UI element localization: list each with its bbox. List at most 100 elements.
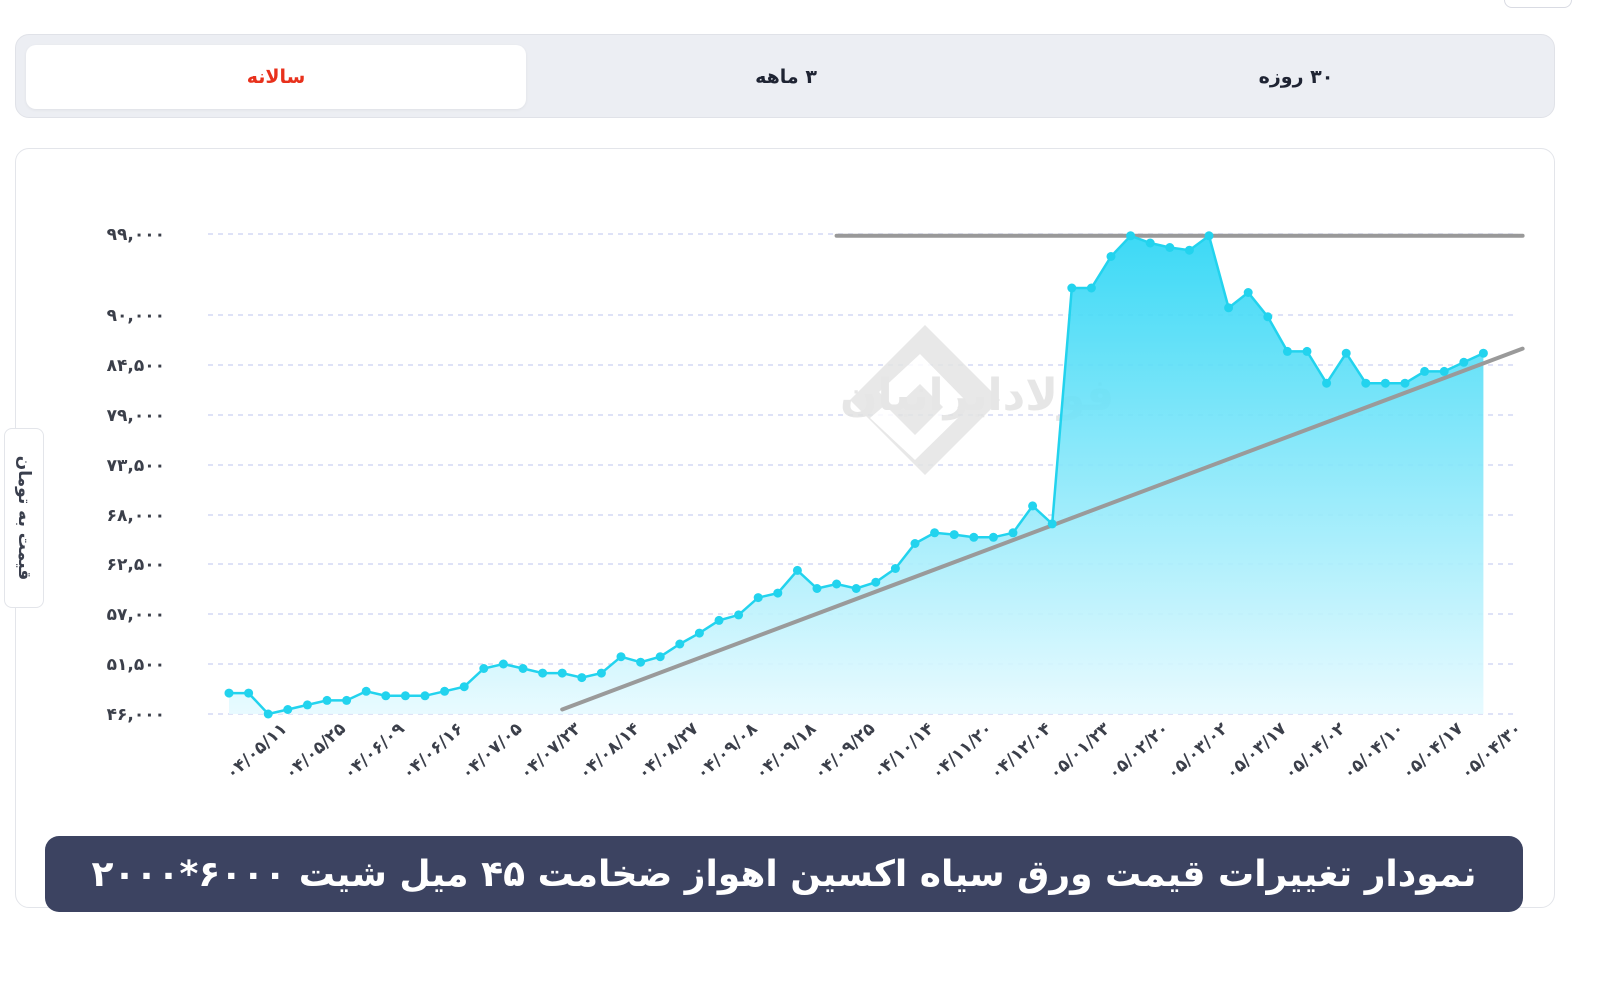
x-axis-ticks: ۰۴/۰۵/۱۱۰۴/۰۵/۲۵۰۴/۰۶/۰۹۰۴/۰۶/۱۶۰۴/۰۷/۰۵… [222,718,1526,783]
data-point [1322,378,1332,388]
data-point [302,700,312,710]
x-tick-label: ۰۵/۰۴/۰۲ [1281,718,1350,783]
data-point [1420,366,1430,376]
x-tick-label: ۰۴/۰۷/۲۳ [516,718,585,783]
data-point [1067,283,1077,293]
data-point [577,673,587,683]
x-tick-label: ۰۴/۰۹/۰۸ [693,718,762,783]
x-tick-label: ۰۵/۰۴/۱۷ [1398,718,1467,783]
y-axis-ticks: ۴۶,۰۰۰ ۵۱,۵۰۰ ۵۷,۰۰۰ ۶۲,۵۰۰ ۶۸,۰۰۰ ۷۳,۵۰۰ ۷۹,۰… [107,225,165,725]
y-tick-label: ۸۴,۵۰۰ [107,356,165,376]
data-point [871,577,881,587]
x-tick-label: ۰۵/۰۲/۲۰ [1104,719,1173,784]
data-point [361,686,371,696]
steel-logo-icon [850,325,1000,475]
y-tick-label: ۵۷,۰۰۰ [107,605,165,625]
tab-3-months[interactable]: ۳ ماهه [755,66,817,88]
data-point [1282,346,1292,356]
data-point [1459,357,1469,367]
data-point [734,610,744,620]
x-tick-label: ۰۴/۰۶/۰۹ [340,718,409,783]
data-point [263,709,273,719]
x-tick-label: ۰۴/۰۹/۲۵ [810,719,879,784]
data-point [1126,231,1136,241]
data-point [1478,348,1488,358]
x-tick-label: ۰۴/۰۵/۲۵ [281,719,350,784]
data-point [498,659,508,669]
price-area [229,235,1484,715]
data-point [792,565,802,575]
data-point [459,682,469,692]
x-tick-label: ۰۴/۰۵/۱۱ [222,719,291,784]
data-point [1204,231,1214,241]
data-point [616,652,626,662]
data-point [440,686,450,696]
data-point [1243,288,1253,297]
data-point [1165,243,1175,252]
y-tick-label: ۷۹,۰۰۰ [107,406,165,426]
data-point [1361,378,1371,388]
y-tick-label: ۵۱,۵۰۰ [107,655,165,675]
data-point [1302,346,1312,356]
data-point [1400,378,1410,388]
data-point [244,688,254,698]
data-point [596,668,606,678]
data-point [1047,519,1057,529]
x-tick-label: ۰۴/۰۸/۱۴ [575,719,644,784]
x-tick-label: ۰۴/۱۱/۲۰ [928,719,997,784]
data-point [675,639,685,649]
data-point [812,584,822,593]
y-axis-label-tab: قیمت به تومان [4,428,44,608]
y-tick-label: ۴۶,۰۰۰ [107,705,165,725]
trend-lines [560,233,1525,712]
data-point [342,695,352,705]
data-point [832,579,842,589]
data-point [420,691,430,701]
data-point [322,695,332,705]
y-tick-label: ۶۸,۰۰۰ [107,506,165,526]
data-point [1028,501,1038,511]
tab-30-days[interactable]: ۳۰ روزه [1258,66,1334,88]
y-tick-label: ۶۲,۵۰۰ [107,555,165,575]
tab-yearly[interactable]: سالانه [26,45,526,109]
data-point [1341,348,1351,358]
data-point [283,705,293,714]
data-point [1224,303,1234,313]
data-point [381,691,391,701]
y-tick-label: ۹۹,۰۰۰ [107,225,165,245]
x-tick-label: ۰۴/۰۶/۱۶ [399,719,468,784]
y-tick-label: ۹۰,۰۰۰ [107,306,165,326]
data-point [930,528,940,538]
data-point [890,564,900,573]
data-point [694,628,704,638]
data-point [910,539,920,548]
chart-caption: نمودار تغییرات قیمت ورق سیاه اکسین اهواز… [45,836,1523,912]
data-point [538,668,548,678]
data-point [1380,378,1390,388]
x-tick-label: ۰۴/۰۹/۱۸ [751,718,820,783]
data-point [1184,245,1194,255]
x-tick-label: ۰۵/۰۴/۳۰ [1457,719,1526,784]
x-tick-label: ۰۵/۰۱/۲۳ [1045,718,1114,783]
data-point [518,664,528,673]
x-tick-label: ۰۴/۱۰/۱۴ [869,719,938,784]
data-point [1439,366,1449,376]
data-point [988,532,998,542]
data-point [400,691,410,701]
data-point [1263,312,1273,322]
data-point [1106,252,1116,261]
data-point [1086,283,1096,293]
data-point [714,615,724,625]
x-tick-label: ۰۴/۱۲/۰۴ [987,719,1056,784]
data-point [773,588,783,598]
data-point [1008,528,1018,538]
data-point [636,657,646,667]
period-tabs: سالانه ۳ ماهه ۳۰ روزه [15,34,1555,118]
data-point [479,664,489,673]
x-tick-label: ۰۴/۰۸/۲۷ [634,718,703,783]
data-point [949,530,959,540]
data-point [851,584,861,593]
data-point [753,593,763,603]
data-point [224,688,234,698]
